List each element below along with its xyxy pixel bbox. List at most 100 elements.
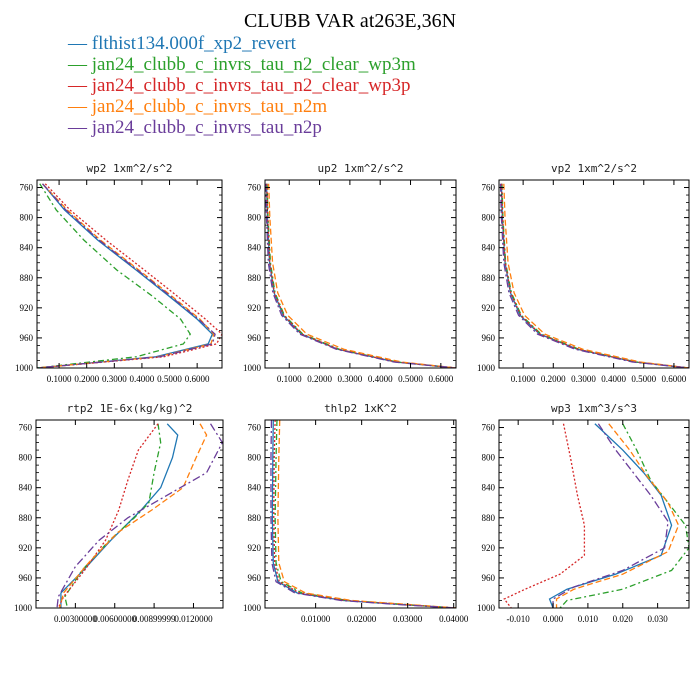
legend-swatch: — <box>67 96 92 117</box>
series-line-5 <box>265 183 456 368</box>
series-line-2 <box>501 183 689 368</box>
figure-title: CLUBB VAR at263E,36N <box>244 10 456 32</box>
series-line-3 <box>57 423 159 608</box>
legend: — flthist134.000f_xp2_revert— jan24_club… <box>67 33 416 138</box>
legend-entry: — jan24_clubb_c_invrs_tau_n2_clear_wp3m <box>67 54 416 75</box>
y-tick-label: 960 <box>248 573 262 583</box>
x-tick-label: 0.030 <box>647 614 668 624</box>
series-line-5 <box>37 183 216 368</box>
legend-swatch: — <box>67 75 92 96</box>
y-tick-label: 800 <box>19 453 33 463</box>
x-tick-label: 0.010 <box>578 614 599 624</box>
x-tick-label: 0.00600000 <box>93 614 136 624</box>
x-tick-label: 0.1000 <box>511 374 536 384</box>
legend-swatch: — <box>67 54 92 75</box>
series-line-1 <box>500 183 689 368</box>
y-tick-label: 760 <box>20 183 34 193</box>
y-tick-label: 1000 <box>14 603 33 613</box>
x-tick-label: 0.6000 <box>185 374 210 384</box>
legend-label: flthist134.000f_xp2_revert <box>92 33 297 54</box>
legend-label: jan24_clubb_c_invrs_tau_n2p <box>91 117 322 138</box>
panel-title: rtp2 1E-6x(kg/kg)^2 <box>67 402 193 415</box>
x-tick-label: 0.4000 <box>601 374 626 384</box>
series-line-2 <box>559 423 689 608</box>
series-line-2 <box>266 183 456 368</box>
y-tick-label: 1000 <box>243 603 262 613</box>
x-tick-label: -0.010 <box>507 614 531 624</box>
series-line-4 <box>58 423 208 608</box>
panel-title: wp3 1xm^3/s^3 <box>551 402 637 415</box>
y-tick-label: 960 <box>248 333 262 343</box>
x-tick-label: 0.2000 <box>541 374 566 384</box>
x-tick-label: 0.00300000 <box>54 614 97 624</box>
series-line-3 <box>501 183 689 368</box>
legend-swatch: — <box>67 33 92 54</box>
y-tick-label: 880 <box>19 513 33 523</box>
y-tick-label: 800 <box>482 213 496 223</box>
series-line-1 <box>265 183 456 368</box>
x-tick-label: 0.000 <box>543 614 564 624</box>
panel-title: thlp2 1xK^2 <box>324 402 397 415</box>
y-tick-label: 960 <box>482 333 496 343</box>
y-tick-label: 1000 <box>477 603 496 613</box>
series-group <box>270 420 456 608</box>
x-tick-label: 0.3000 <box>102 374 127 384</box>
y-tick-label: 1000 <box>477 363 496 373</box>
series-line-1 <box>37 183 214 368</box>
y-tick-label: 760 <box>19 423 33 433</box>
x-tick-label: 0.4000 <box>368 374 393 384</box>
y-tick-label: 880 <box>248 513 262 523</box>
series-group <box>56 423 223 608</box>
y-tick-label: 840 <box>248 483 262 493</box>
panel-3: vp2 1xm^2/s^2 760 800 840 880 920 960 1000 0.100… <box>477 162 690 384</box>
panel-2: up2 1xm^2/s^2 760 800 840 880 920 960 1000 0.100… <box>243 162 457 384</box>
legend-swatch: — <box>67 117 92 138</box>
series-line-5 <box>499 183 689 368</box>
y-tick-label: 800 <box>20 213 34 223</box>
plot-frame <box>498 179 690 369</box>
plot-frame <box>35 419 224 609</box>
y-tick-label: 920 <box>482 303 496 313</box>
x-tick-label: 0.020 <box>613 614 634 624</box>
series-line-4 <box>503 183 689 368</box>
x-tick-label: 0.2000 <box>307 374 332 384</box>
panel-title: wp2 1xm^2/s^2 <box>86 162 172 175</box>
series-line-4 <box>267 183 456 368</box>
legend-entry: — flthist134.000f_xp2_revert <box>67 33 297 54</box>
series-line-4 <box>555 423 680 608</box>
y-tick-label: 760 <box>482 183 496 193</box>
x-tick-label: 0.5000 <box>398 374 423 384</box>
y-tick-label: 1000 <box>243 363 262 373</box>
series-line-3 <box>273 420 456 608</box>
y-tick-label: 800 <box>248 213 262 223</box>
series-group <box>499 183 689 368</box>
series-line-2 <box>64 423 162 608</box>
y-tick-label: 880 <box>20 273 34 283</box>
y-tick-label: 920 <box>19 543 33 553</box>
y-tick-label: 760 <box>248 423 262 433</box>
plot-frame <box>264 179 457 369</box>
y-tick-label: 920 <box>248 303 262 313</box>
panels: wp2 1xm^2/s^2 760 800 840 880 920 960 1000 0.100… <box>14 162 690 624</box>
legend-label: jan24_clubb_c_invrs_tau_n2_clear_wp3p <box>91 75 411 96</box>
series-line-2 <box>37 183 192 368</box>
x-tick-label: 0.0120000 <box>174 614 213 624</box>
series-line-1 <box>548 423 673 608</box>
x-tick-label: 0.6000 <box>428 374 453 384</box>
y-tick-label: 800 <box>482 453 496 463</box>
x-tick-label: 0.02000 <box>347 614 377 624</box>
plot-frame <box>264 419 457 609</box>
series-group <box>503 423 689 608</box>
legend-label: jan24_clubb_c_invrs_tau_n2_clear_wp3m <box>91 54 416 75</box>
y-tick-label: 760 <box>248 183 262 193</box>
panel-1: wp2 1xm^2/s^2 760 800 840 880 920 960 1000 0.100… <box>15 162 223 384</box>
y-tick-label: 920 <box>482 543 496 553</box>
legend-entry: — jan24_clubb_c_invrs_tau_n2p <box>67 117 322 138</box>
plot-frame <box>36 179 223 369</box>
panel-4: rtp2 1E-6x(kg/kg)^2 760 800 840 880 920 960 100… <box>14 402 224 624</box>
y-tick-label: 800 <box>248 453 262 463</box>
x-tick-label: 0.01000 <box>301 614 331 624</box>
legend-entry: — jan24_clubb_c_invrs_tau_n2m <box>67 96 327 117</box>
y-tick-label: 760 <box>482 423 496 433</box>
